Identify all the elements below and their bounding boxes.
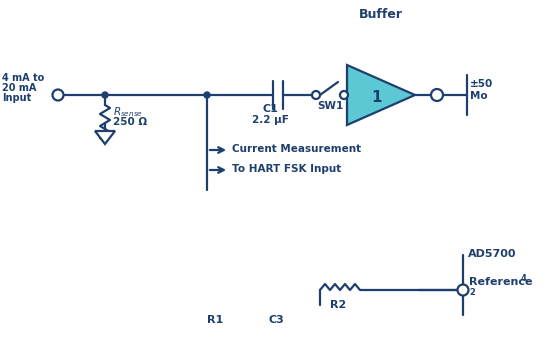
Polygon shape [95,131,115,144]
Text: 2.2 μF: 2.2 μF [251,115,289,125]
Circle shape [340,91,348,99]
Text: Buffer: Buffer [359,8,403,21]
Text: AD5700: AD5700 [468,249,517,259]
Circle shape [312,91,320,99]
Text: To HART FSK Input: To HART FSK Input [232,164,341,174]
Circle shape [52,90,63,101]
Text: Reference: Reference [469,277,533,287]
Text: Input: Input [2,93,31,103]
Text: C1: C1 [262,104,278,114]
Circle shape [102,92,108,98]
Text: 4: 4 [521,274,527,283]
Text: Mo⁠: Mo⁠ [470,91,488,101]
Circle shape [431,89,443,101]
Text: 1: 1 [372,90,382,104]
Text: SW1: SW1 [317,101,343,111]
Text: Current Measurement: Current Measurement [232,144,361,154]
Text: $R_{sense}$: $R_{sense}$ [113,105,143,119]
Text: C3: C3 [268,315,284,325]
Polygon shape [347,65,415,125]
Text: 2: 2 [469,288,475,297]
Circle shape [458,285,469,296]
Text: 20 mA: 20 mA [2,83,36,93]
Text: ±50: ±50 [470,79,493,89]
Text: R2: R2 [330,300,346,310]
Text: 4 mA to: 4 mA to [2,73,44,83]
Text: R1: R1 [207,315,223,325]
Circle shape [204,92,210,98]
Text: 250 Ω: 250 Ω [113,117,147,127]
